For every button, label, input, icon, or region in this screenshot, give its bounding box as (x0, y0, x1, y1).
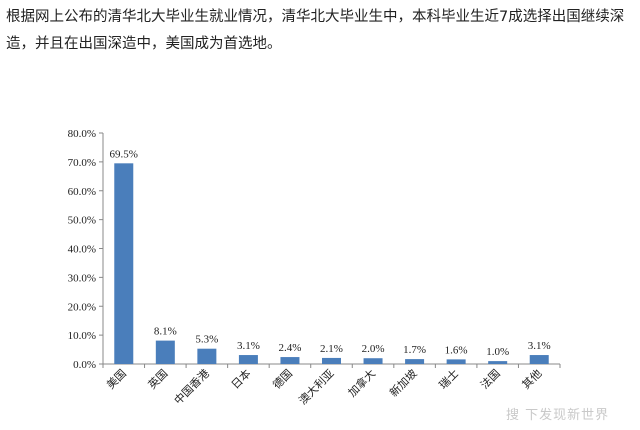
y-tick-label: 40.0% (68, 244, 96, 256)
category-label: 瑞士 (436, 366, 461, 391)
category-label: 加拿大 (345, 366, 378, 399)
bar-5 (280, 357, 300, 364)
data-label: 1.7% (403, 344, 426, 356)
y-tick-label: 80.0% (68, 128, 96, 140)
y-tick-label: 0.0% (73, 359, 96, 371)
bar-2 (155, 340, 175, 364)
bar-6 (322, 357, 341, 364)
watermark-text: 搜 下发现新世界 (506, 408, 610, 423)
data-label: 2.1% (320, 343, 343, 355)
category-label: 德国 (270, 366, 295, 391)
data-label: 5.3% (195, 334, 218, 346)
y-tick-label: 50.0% (68, 215, 96, 227)
category-label: 中国香港 (172, 367, 212, 407)
data-label: 1.6% (445, 344, 468, 356)
bar-7 (363, 358, 383, 364)
bar-4 (238, 355, 258, 364)
data-label: 8.1% (154, 326, 177, 338)
bar-9 (446, 359, 466, 364)
bar-1 (114, 163, 134, 364)
y-tick-label: 10.0% (68, 330, 96, 342)
y-tick-label: 70.0% (68, 157, 96, 169)
data-label: 3.1% (237, 340, 260, 352)
category-label: 英国 (145, 366, 170, 391)
category-label: 法国 (477, 366, 502, 391)
category-label: 新加坡 (386, 366, 419, 399)
data-label: 69.5% (110, 148, 138, 160)
category-label: 其他 (520, 367, 545, 392)
bar-8 (405, 359, 425, 364)
data-label: 3.1% (528, 340, 551, 352)
bar-11 (529, 355, 549, 364)
intro-paragraph: 根据网上公布的清华北大毕业生就业情况，清华北大毕业生中，本科毕业生近7成选择出国… (6, 9, 625, 52)
y-tick-label: 60.0% (68, 186, 96, 198)
y-tick-label: 20.0% (68, 301, 96, 313)
category-label: 日本 (228, 366, 253, 391)
bar-3 (197, 348, 217, 364)
data-label: 2.0% (362, 343, 385, 355)
data-label: 2.4% (278, 342, 301, 354)
bar-10 (488, 361, 508, 364)
category-label: 澳大利亚 (296, 366, 337, 407)
category-label: 美国 (104, 367, 129, 392)
y-tick-label: 30.0% (68, 272, 96, 284)
data-label: 1.0% (486, 346, 509, 358)
